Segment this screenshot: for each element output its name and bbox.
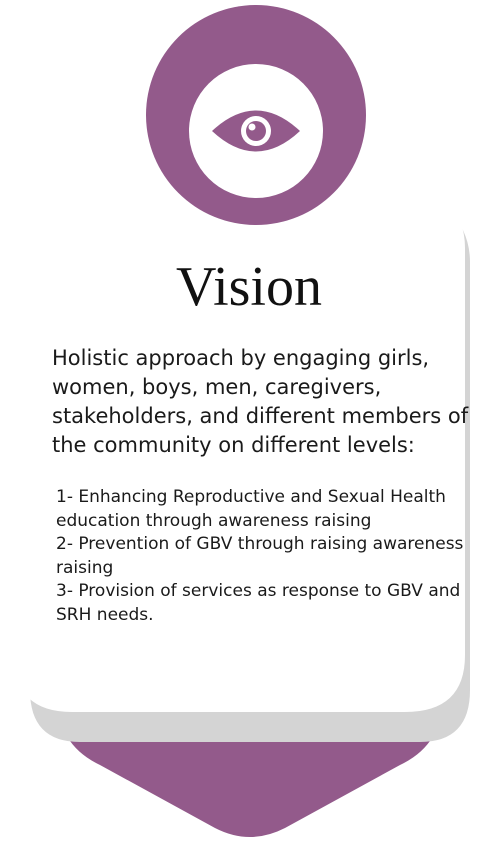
- vision-intro-text: Holistic approach by engaging girls, wom…: [52, 346, 469, 457]
- list-item: 3- Provision of services as response to …: [56, 581, 461, 625]
- content-panel: [14, 60, 465, 712]
- eye-icon: [212, 110, 300, 152]
- card-title: Vision: [176, 256, 322, 318]
- list-item: 2- Prevention of GBV through raising awa…: [56, 534, 464, 578]
- list-item: 1- Enhancing Reproductive and Sexual Hea…: [56, 487, 446, 531]
- vision-list: 1- Enhancing Reproductive and Sexual Hea…: [56, 486, 476, 627]
